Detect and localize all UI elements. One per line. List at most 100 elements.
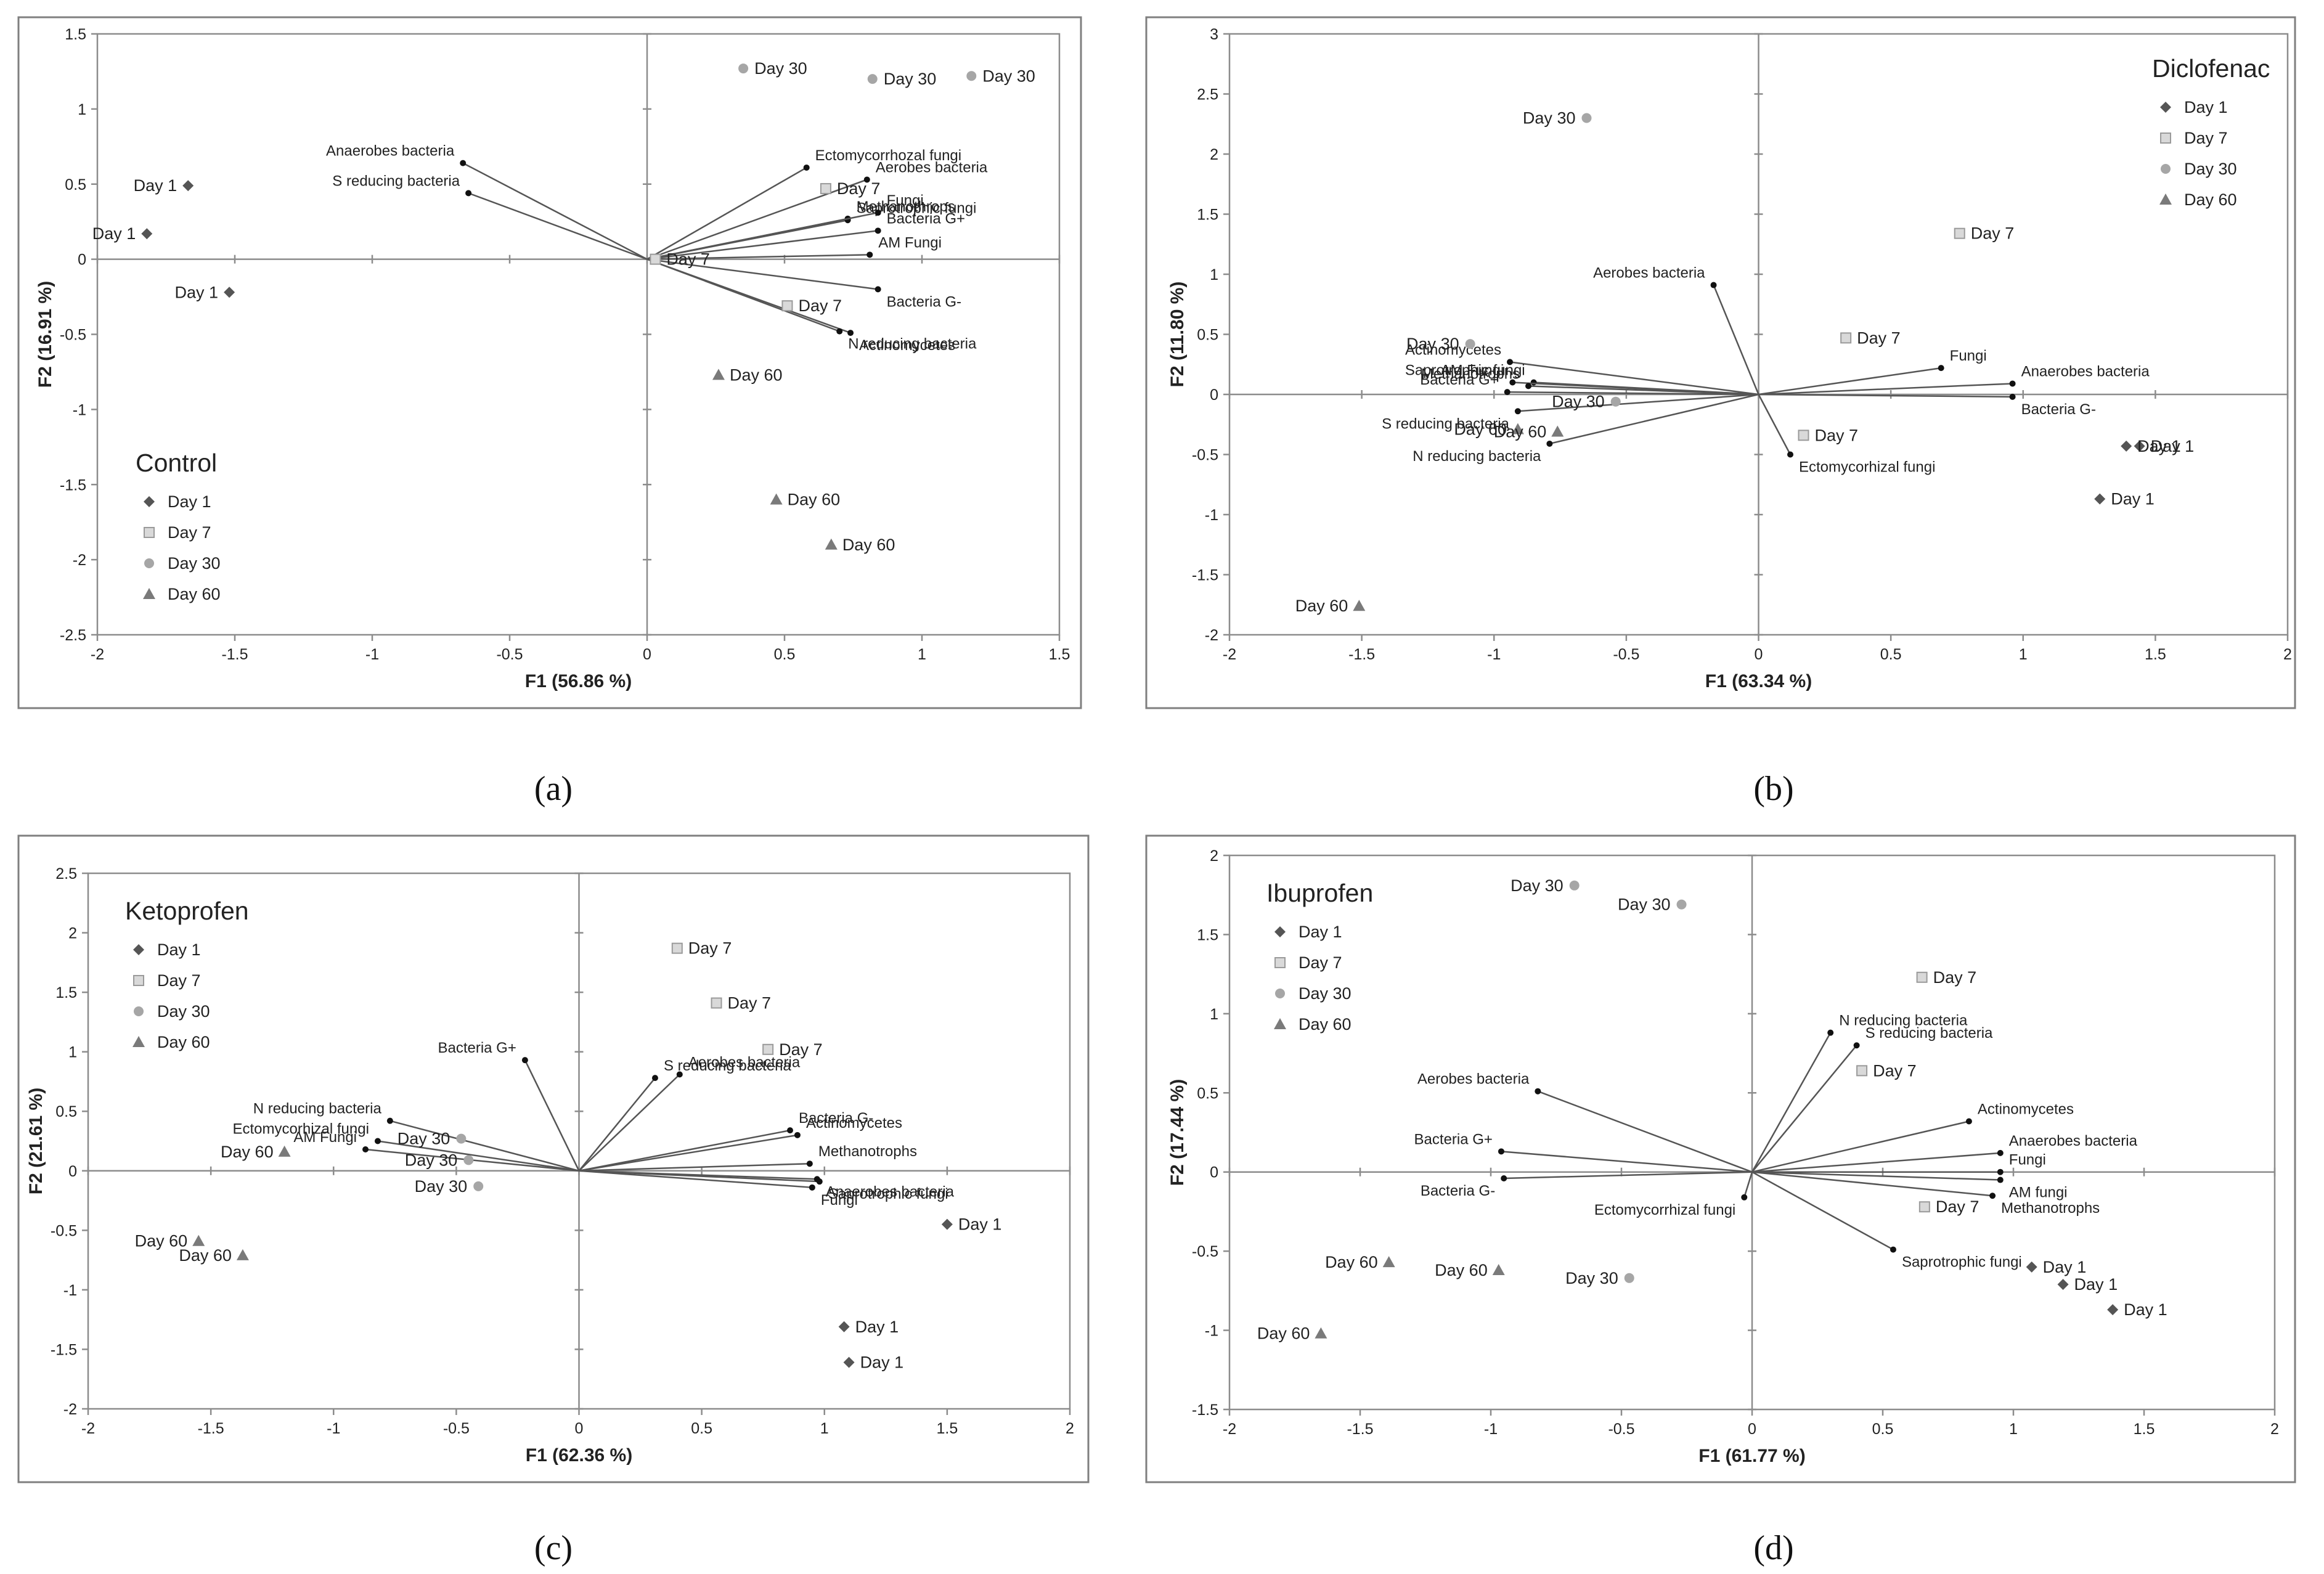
- observation-point-day30: [1465, 339, 1475, 349]
- observation-label: Day 30: [1552, 393, 1605, 411]
- variable-label: S reducing bacteria: [1865, 1025, 1993, 1042]
- legend-item: Day 30: [2184, 160, 2237, 178]
- variable-point: [460, 160, 467, 166]
- variable-label: Bacteria G-: [799, 1110, 873, 1127]
- x-tick-label: -1: [327, 1420, 340, 1437]
- observation-label: Day 60: [1494, 422, 1547, 441]
- observation-label: Day 60: [730, 365, 783, 384]
- variable-point: [809, 1184, 815, 1191]
- observation-point-day60: [712, 369, 725, 380]
- variable-label: Bacteria G+: [1414, 1131, 1493, 1148]
- x-tick-label: 2: [1066, 1420, 1074, 1437]
- observation-point-day7: [820, 183, 831, 195]
- variable-label: AM Fungi: [878, 234, 942, 251]
- observation-point-day7: [671, 942, 683, 954]
- variable-label: Fungi: [821, 1192, 858, 1209]
- y-tick-label: -0.5: [51, 1222, 77, 1239]
- legend-item: Day 7: [157, 971, 201, 990]
- variable-label: Actinomycetes: [806, 1115, 902, 1132]
- variable-vector: [468, 192, 648, 260]
- x-tick-label: -1.5: [1347, 1421, 1373, 1438]
- y-tick-label: -1.5: [1192, 1401, 1218, 1419]
- x-tick-label: 1: [918, 646, 926, 663]
- legend-item: Day 30: [1299, 984, 1352, 1003]
- observation-label: Day 30: [1511, 876, 1564, 895]
- variable-point: [676, 1071, 683, 1078]
- legend-title: Ketoprofen: [125, 897, 249, 925]
- observation-label: Day 1: [860, 1353, 904, 1372]
- observation-point-day1: [141, 228, 153, 240]
- y-tick-label: -2.5: [60, 627, 86, 644]
- y-axis-label: F2 (16.91 %): [35, 281, 55, 388]
- legend-marker-day30: [1275, 989, 1285, 998]
- observation-label: Day 60: [1257, 1324, 1310, 1343]
- y-tick-label: -1: [63, 1282, 77, 1299]
- legend-item: Day 1: [168, 492, 211, 511]
- x-tick-label: -2: [81, 1420, 95, 1437]
- variable-vector: [1758, 393, 2013, 398]
- variable-point: [1509, 379, 1516, 386]
- observation-label: Day 1: [2137, 437, 2181, 455]
- variable-vector: [646, 258, 840, 332]
- y-tick-label: 0.5: [1197, 1085, 1218, 1102]
- variable-vector: [1758, 383, 2013, 396]
- observation-point-day7: [781, 300, 793, 312]
- x-tick-label: 0: [575, 1420, 584, 1437]
- observation-point-day7: [1954, 227, 1965, 239]
- x-tick-label: 0: [1748, 1421, 1756, 1438]
- variable-label: Aerobes bacteria: [1417, 1071, 1530, 1088]
- observation-label: Day 1: [855, 1318, 899, 1336]
- panel-a: -2 -1.5 -1 -0.5 0 0.5 1 1.5 -2.5 -2 -1.5 -1 -0.5 0 0.5…: [17, 16, 1082, 808]
- variable-point: [1989, 1193, 1996, 1199]
- variable-label: Fungi: [887, 192, 924, 209]
- x-tick-label: -0.5: [443, 1420, 470, 1437]
- observation-label: Day 30: [982, 67, 1035, 85]
- variable-label: Bacteria G-: [2021, 401, 2096, 418]
- y-axis-label: F2 (17.44 %): [1167, 1079, 1188, 1186]
- variable-vector: [524, 1059, 580, 1172]
- observation-label: Day 1: [92, 224, 136, 243]
- observation-label: Day 60: [1325, 1253, 1378, 1271]
- variable-label: Methanothrops: [857, 198, 955, 215]
- legend-item: Day 7: [2184, 129, 2228, 147]
- variable-vector: [579, 1162, 810, 1172]
- observation-point-day30: [1581, 113, 1592, 123]
- legend-marker-day30: [144, 558, 154, 568]
- variable-label: Aerobes bacteria: [876, 159, 988, 176]
- variable-point: [1997, 1176, 2004, 1183]
- panel-b: -2 -1.5 -1 -0.5 0 0.5 1 1.5 2 -2 -1.5 -1 -0.5 0 0.5 1 1.…: [1145, 16, 2296, 808]
- panel-frame: [17, 16, 1082, 709]
- variable-point: [1853, 1042, 1860, 1049]
- observation-label: Day 30: [398, 1130, 451, 1148]
- legend-item: Day 7: [1299, 953, 1342, 972]
- observation-label: Day 7: [666, 250, 710, 269]
- variable-label: N reducing bacteria: [253, 1101, 382, 1117]
- variable-vector: [1751, 1171, 2000, 1181]
- x-tick-label: 0: [643, 646, 651, 663]
- observation-label: Day 60: [842, 536, 895, 554]
- x-axis-label: F1 (56.86 %): [525, 671, 632, 691]
- observation-label: Day 1: [2124, 1300, 2167, 1319]
- legend-marker-day60: [143, 588, 155, 599]
- variable-label: Actinomycetes: [1978, 1101, 2074, 1118]
- observation-point-day30: [456, 1133, 467, 1144]
- y-tick-label: 2.5: [1197, 86, 1218, 104]
- observation-label: Day 1: [958, 1215, 1002, 1234]
- y-tick-label: 0.5: [65, 176, 86, 194]
- legend-marker-day30: [134, 1006, 144, 1016]
- observation-point-day60: [1353, 600, 1366, 611]
- variable-point: [465, 190, 472, 197]
- observation-label: Day 1: [2074, 1275, 2118, 1294]
- x-axis-label: F1 (61.77 %): [1698, 1446, 1805, 1466]
- observation-point-day7: [711, 997, 722, 1009]
- legend-item: Day 30: [168, 554, 221, 573]
- observation-label: Day 7: [779, 1040, 823, 1059]
- variable-point: [875, 210, 881, 216]
- observation-label: Day 60: [1295, 597, 1348, 615]
- variable-label: Ectomycorhizal fungi: [232, 1121, 369, 1138]
- observation-point-day30: [1610, 396, 1621, 407]
- variable-label: Anaerobes bacteria: [2021, 363, 2150, 380]
- variable-point: [847, 330, 854, 336]
- variable-point: [1535, 1088, 1541, 1095]
- variable-point: [1525, 383, 1532, 389]
